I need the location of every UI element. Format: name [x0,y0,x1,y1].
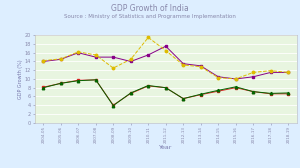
GDP (Current Prices) [164,50,167,52]
GDP (2011-12 Prices) [251,91,255,93]
GDP (Current Prices) [94,54,98,56]
GDP (Current Prices) [41,60,45,62]
Y-axis label: GDP Growth (%): GDP Growth (%) [18,59,23,99]
GDP (2011-12 Prices) [234,86,238,88]
GDP (2011-12 Prices) [182,98,185,100]
GDP (Current Prices) [269,70,273,72]
GVA (Current Prices) [217,76,220,78]
GDP (Current Prices) [59,58,63,60]
GVA (Current Prices) [59,58,63,60]
GDP (2011-12 Prices) [286,92,290,94]
GVA (Current Prices) [164,45,167,47]
GVA (2011-12 Prices) [76,79,80,81]
GVA (2011-12 Prices) [164,87,167,89]
Line: GDP (2011-12 Prices): GDP (2011-12 Prices) [42,79,290,107]
GVA (2011-12 Prices) [199,94,202,96]
Line: GVA (Current Prices): GVA (Current Prices) [42,45,290,80]
X-axis label: Year: Year [159,145,172,150]
GVA (Current Prices) [146,54,150,56]
GVA (Current Prices) [129,60,133,62]
GDP (Current Prices) [251,71,255,73]
GDP (2011-12 Prices) [94,79,98,81]
GDP (2011-12 Prices) [269,92,273,94]
GDP (2011-12 Prices) [217,89,220,91]
GDP (2011-12 Prices) [76,80,80,82]
GDP (Current Prices) [76,51,80,53]
GVA (2011-12 Prices) [234,87,238,89]
GVA (2011-12 Prices) [182,98,185,100]
GDP (Current Prices) [217,77,220,79]
GVA (2011-12 Prices) [59,82,63,84]
GVA (2011-12 Prices) [41,86,45,88]
Line: GVA (2011-12 Prices): GVA (2011-12 Prices) [42,79,290,106]
GVA (2011-12 Prices) [129,92,133,94]
GVA (Current Prices) [94,56,98,58]
GVA (2011-12 Prices) [146,85,150,87]
GDP (2011-12 Prices) [112,105,115,107]
GDP (Current Prices) [199,66,202,68]
GDP (2011-12 Prices) [129,92,133,94]
GVA (Current Prices) [251,76,255,78]
GDP (2011-12 Prices) [41,87,45,89]
GVA (Current Prices) [76,52,80,54]
GVA (2011-12 Prices) [217,90,220,92]
Line: GDP (Current Prices): GDP (Current Prices) [42,36,290,80]
GVA (2011-12 Prices) [94,79,98,81]
GVA (Current Prices) [199,65,202,67]
GVA (Current Prices) [182,63,185,65]
GVA (Current Prices) [286,71,290,73]
GDP (Current Prices) [182,64,185,66]
GDP (2011-12 Prices) [146,85,150,87]
GVA (Current Prices) [112,56,115,58]
GDP (2011-12 Prices) [164,87,167,89]
Text: GDP Growth of India: GDP Growth of India [111,4,189,13]
GDP (Current Prices) [129,58,133,60]
GDP (Current Prices) [146,36,150,38]
GVA (2011-12 Prices) [286,93,290,95]
GDP (Current Prices) [286,71,290,73]
GDP (2011-12 Prices) [199,93,202,95]
GVA (2011-12 Prices) [112,104,115,106]
GVA (Current Prices) [41,60,45,62]
GVA (Current Prices) [269,71,273,73]
GDP (Current Prices) [112,67,115,69]
Text: Source : Ministry of Statistics and Programme Implementation: Source : Ministry of Statistics and Prog… [64,14,236,19]
GVA (2011-12 Prices) [269,93,273,95]
GVA (2011-12 Prices) [251,91,255,93]
GVA (Current Prices) [234,78,238,80]
GDP (2011-12 Prices) [59,82,63,84]
GDP (Current Prices) [234,78,238,80]
